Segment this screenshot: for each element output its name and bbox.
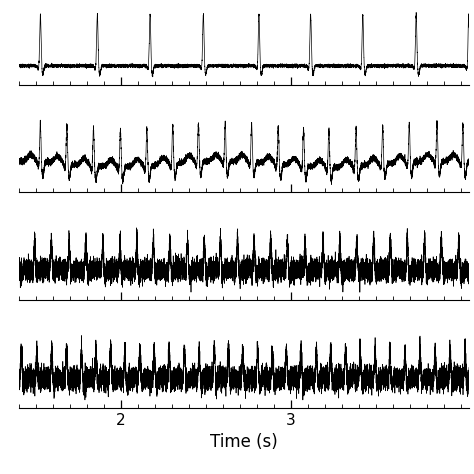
X-axis label: Time (s): Time (s) (210, 433, 278, 451)
